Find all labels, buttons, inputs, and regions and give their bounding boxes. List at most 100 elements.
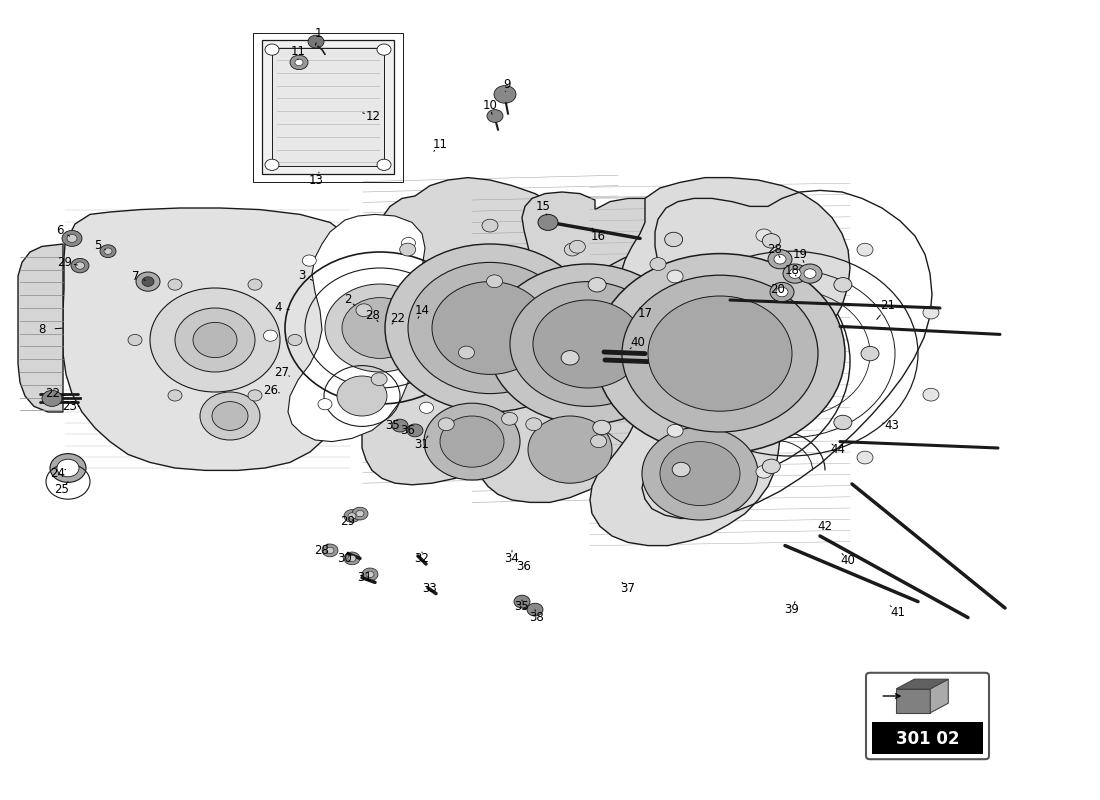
Circle shape xyxy=(168,390,182,401)
Circle shape xyxy=(923,306,939,319)
Text: 9: 9 xyxy=(504,78,510,90)
Text: 35: 35 xyxy=(386,419,400,432)
Circle shape xyxy=(762,234,780,248)
Bar xyxy=(262,40,394,174)
Circle shape xyxy=(377,44,390,55)
Polygon shape xyxy=(896,679,948,689)
Text: 34: 34 xyxy=(505,552,519,565)
Circle shape xyxy=(337,376,387,416)
Circle shape xyxy=(263,330,277,342)
Circle shape xyxy=(344,552,360,565)
Polygon shape xyxy=(590,178,850,546)
Circle shape xyxy=(438,418,454,430)
Circle shape xyxy=(265,44,279,55)
Circle shape xyxy=(642,427,758,520)
Circle shape xyxy=(399,243,416,256)
Circle shape xyxy=(776,287,788,297)
Circle shape xyxy=(534,300,644,388)
Text: 28: 28 xyxy=(315,544,329,557)
Polygon shape xyxy=(472,192,708,502)
Circle shape xyxy=(494,86,516,103)
Circle shape xyxy=(424,403,520,480)
Circle shape xyxy=(632,347,648,360)
Bar xyxy=(272,48,384,166)
Circle shape xyxy=(783,264,807,283)
Circle shape xyxy=(621,275,818,432)
Circle shape xyxy=(322,544,338,557)
Circle shape xyxy=(290,55,308,70)
Circle shape xyxy=(288,334,302,346)
Text: 16: 16 xyxy=(591,230,605,242)
Text: 18: 18 xyxy=(784,264,800,277)
Polygon shape xyxy=(63,208,352,470)
Circle shape xyxy=(667,270,683,283)
Circle shape xyxy=(667,406,682,419)
Circle shape xyxy=(608,304,624,317)
Circle shape xyxy=(528,416,612,483)
Text: 23: 23 xyxy=(63,400,77,413)
Circle shape xyxy=(72,258,89,273)
Circle shape xyxy=(672,462,690,477)
Polygon shape xyxy=(18,244,63,412)
Text: 25: 25 xyxy=(55,483,69,496)
Text: 14: 14 xyxy=(415,304,429,317)
Circle shape xyxy=(789,269,801,278)
Text: 36: 36 xyxy=(517,560,531,573)
Circle shape xyxy=(326,547,334,554)
Circle shape xyxy=(348,555,356,562)
Circle shape xyxy=(526,418,542,430)
Circle shape xyxy=(650,258,666,270)
Circle shape xyxy=(591,435,606,448)
Circle shape xyxy=(168,279,182,290)
Text: 40: 40 xyxy=(630,336,646,349)
Circle shape xyxy=(804,269,816,278)
Circle shape xyxy=(861,346,879,361)
Circle shape xyxy=(756,466,772,478)
Circle shape xyxy=(502,412,518,425)
Circle shape xyxy=(482,219,498,232)
Text: 1: 1 xyxy=(315,27,321,40)
Circle shape xyxy=(308,35,324,48)
Circle shape xyxy=(175,308,255,372)
Text: 35: 35 xyxy=(515,600,529,613)
Circle shape xyxy=(104,248,112,254)
Text: 8: 8 xyxy=(39,323,46,336)
Text: 15: 15 xyxy=(536,200,550,213)
Circle shape xyxy=(510,282,666,406)
Circle shape xyxy=(348,513,356,519)
Text: 5: 5 xyxy=(95,239,101,252)
Text: 12: 12 xyxy=(365,110,381,122)
FancyBboxPatch shape xyxy=(866,673,989,759)
Circle shape xyxy=(593,373,609,386)
Circle shape xyxy=(419,402,433,414)
Text: 40: 40 xyxy=(840,554,856,566)
Text: 37: 37 xyxy=(620,582,636,594)
Circle shape xyxy=(402,238,416,249)
Circle shape xyxy=(318,398,332,410)
Polygon shape xyxy=(288,214,425,442)
Text: 41: 41 xyxy=(891,606,905,618)
Circle shape xyxy=(486,275,503,288)
Circle shape xyxy=(440,416,504,467)
Circle shape xyxy=(366,571,374,578)
Text: 11: 11 xyxy=(432,138,448,150)
Text: 28: 28 xyxy=(365,309,381,322)
Circle shape xyxy=(570,240,585,253)
Circle shape xyxy=(923,388,939,401)
Circle shape xyxy=(514,595,530,608)
Circle shape xyxy=(768,250,792,269)
Text: 10: 10 xyxy=(483,99,497,112)
Circle shape xyxy=(150,288,280,392)
Text: 2: 2 xyxy=(344,293,352,306)
Circle shape xyxy=(385,244,595,412)
Text: 26: 26 xyxy=(264,384,278,397)
Polygon shape xyxy=(931,679,948,713)
Circle shape xyxy=(798,264,822,283)
Text: 20: 20 xyxy=(771,283,785,296)
Circle shape xyxy=(857,243,873,256)
Text: 7: 7 xyxy=(132,270,140,282)
Circle shape xyxy=(770,282,794,302)
Polygon shape xyxy=(362,178,618,485)
Circle shape xyxy=(408,262,572,394)
Text: 36: 36 xyxy=(400,424,416,437)
